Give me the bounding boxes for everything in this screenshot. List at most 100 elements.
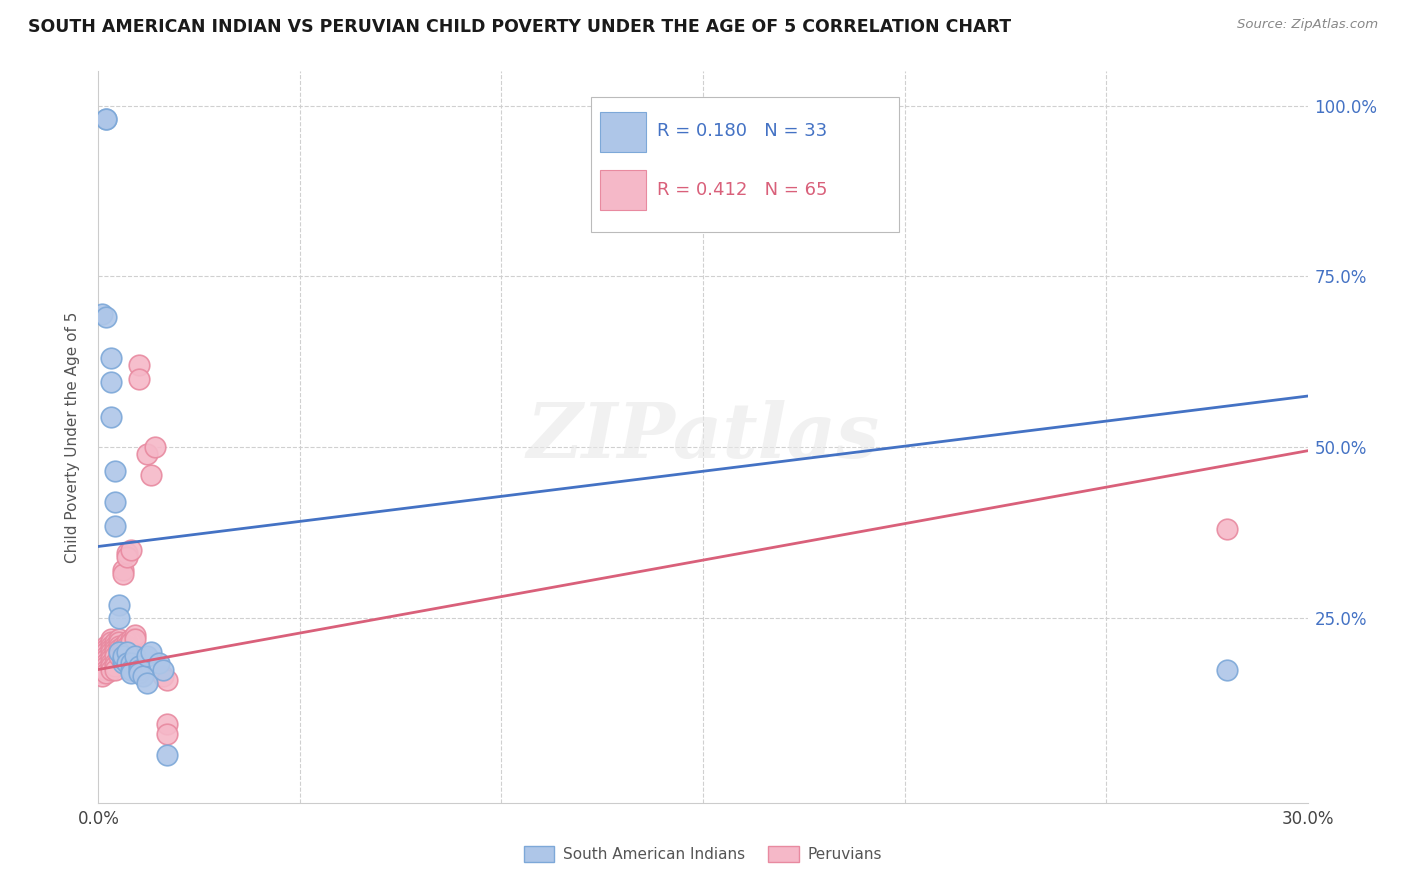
Point [124,632,146,646]
Point [120,542,142,557]
Point [103,656,125,670]
Point [91,669,114,683]
Point [111,563,134,577]
Point [148,656,170,670]
Point [96,639,118,653]
Point [107,598,129,612]
Point [107,639,129,653]
Point [115,546,138,560]
Point [103,645,125,659]
Point [91,652,114,666]
Point [96,645,118,659]
Point [120,632,142,646]
Point [103,648,125,663]
Point [103,639,125,653]
Point [91,663,114,677]
Point [143,440,166,454]
Point [107,645,129,659]
Point [111,639,134,653]
Point [1216,522,1239,536]
Point [100,652,122,666]
Point [124,648,146,663]
Point [115,645,138,659]
Point [103,635,125,649]
Point [111,656,134,670]
Point [152,669,174,683]
Point [96,665,118,680]
Point [107,648,129,663]
Point [1216,663,1239,677]
Point [100,656,122,670]
Point [107,645,129,659]
Legend: South American Indians, Peruvians: South American Indians, Peruvians [517,840,889,868]
Point [96,656,118,670]
Point [120,656,142,670]
Point [103,464,125,478]
Point [120,635,142,649]
Point [100,376,122,390]
Point [100,632,122,646]
Point [103,642,125,657]
Point [107,642,129,657]
Point [100,351,122,366]
Point [156,673,179,687]
Point [91,645,114,659]
Point [107,632,129,646]
Text: ZIPatlas: ZIPatlas [526,401,880,474]
Point [111,652,134,666]
Point [96,652,118,666]
FancyBboxPatch shape [600,112,647,152]
Point [103,519,125,533]
Point [128,665,150,680]
Point [96,659,118,673]
Text: Source: ZipAtlas.com: Source: ZipAtlas.com [1237,18,1378,31]
Point [111,645,134,659]
Point [100,659,122,673]
Point [91,648,114,663]
Point [115,656,138,670]
Point [135,648,157,663]
Text: R = 0.180   N = 33: R = 0.180 N = 33 [657,122,827,140]
Point [91,656,114,670]
Point [96,642,118,657]
FancyBboxPatch shape [600,170,647,211]
Text: R = 0.412   N = 65: R = 0.412 N = 65 [657,181,828,199]
Point [111,648,134,663]
Point [100,645,122,659]
Point [103,495,125,509]
Point [135,676,157,690]
Point [100,642,122,657]
Point [135,447,157,461]
Point [132,669,155,683]
Point [156,717,179,731]
Point [91,665,114,680]
Point [128,659,150,673]
Point [115,635,138,649]
Point [107,635,129,649]
Point [96,112,118,127]
Point [128,372,150,386]
Point [156,727,179,741]
Point [96,112,118,127]
Point [139,467,162,482]
Point [100,663,122,677]
Point [100,648,122,663]
Point [100,635,122,649]
Point [96,310,118,325]
Point [152,663,174,677]
Point [128,359,150,373]
Point [91,307,114,321]
Point [115,639,138,653]
Point [103,663,125,677]
Point [156,747,179,762]
Point [120,663,142,677]
Point [100,409,122,424]
Point [96,663,118,677]
Point [120,665,142,680]
Text: SOUTH AMERICAN INDIAN VS PERUVIAN CHILD POVERTY UNDER THE AGE OF 5 CORRELATION C: SOUTH AMERICAN INDIAN VS PERUVIAN CHILD … [28,18,1011,36]
Point [96,648,118,663]
Point [100,639,122,653]
Point [103,659,125,673]
Point [91,659,114,673]
Point [111,566,134,581]
